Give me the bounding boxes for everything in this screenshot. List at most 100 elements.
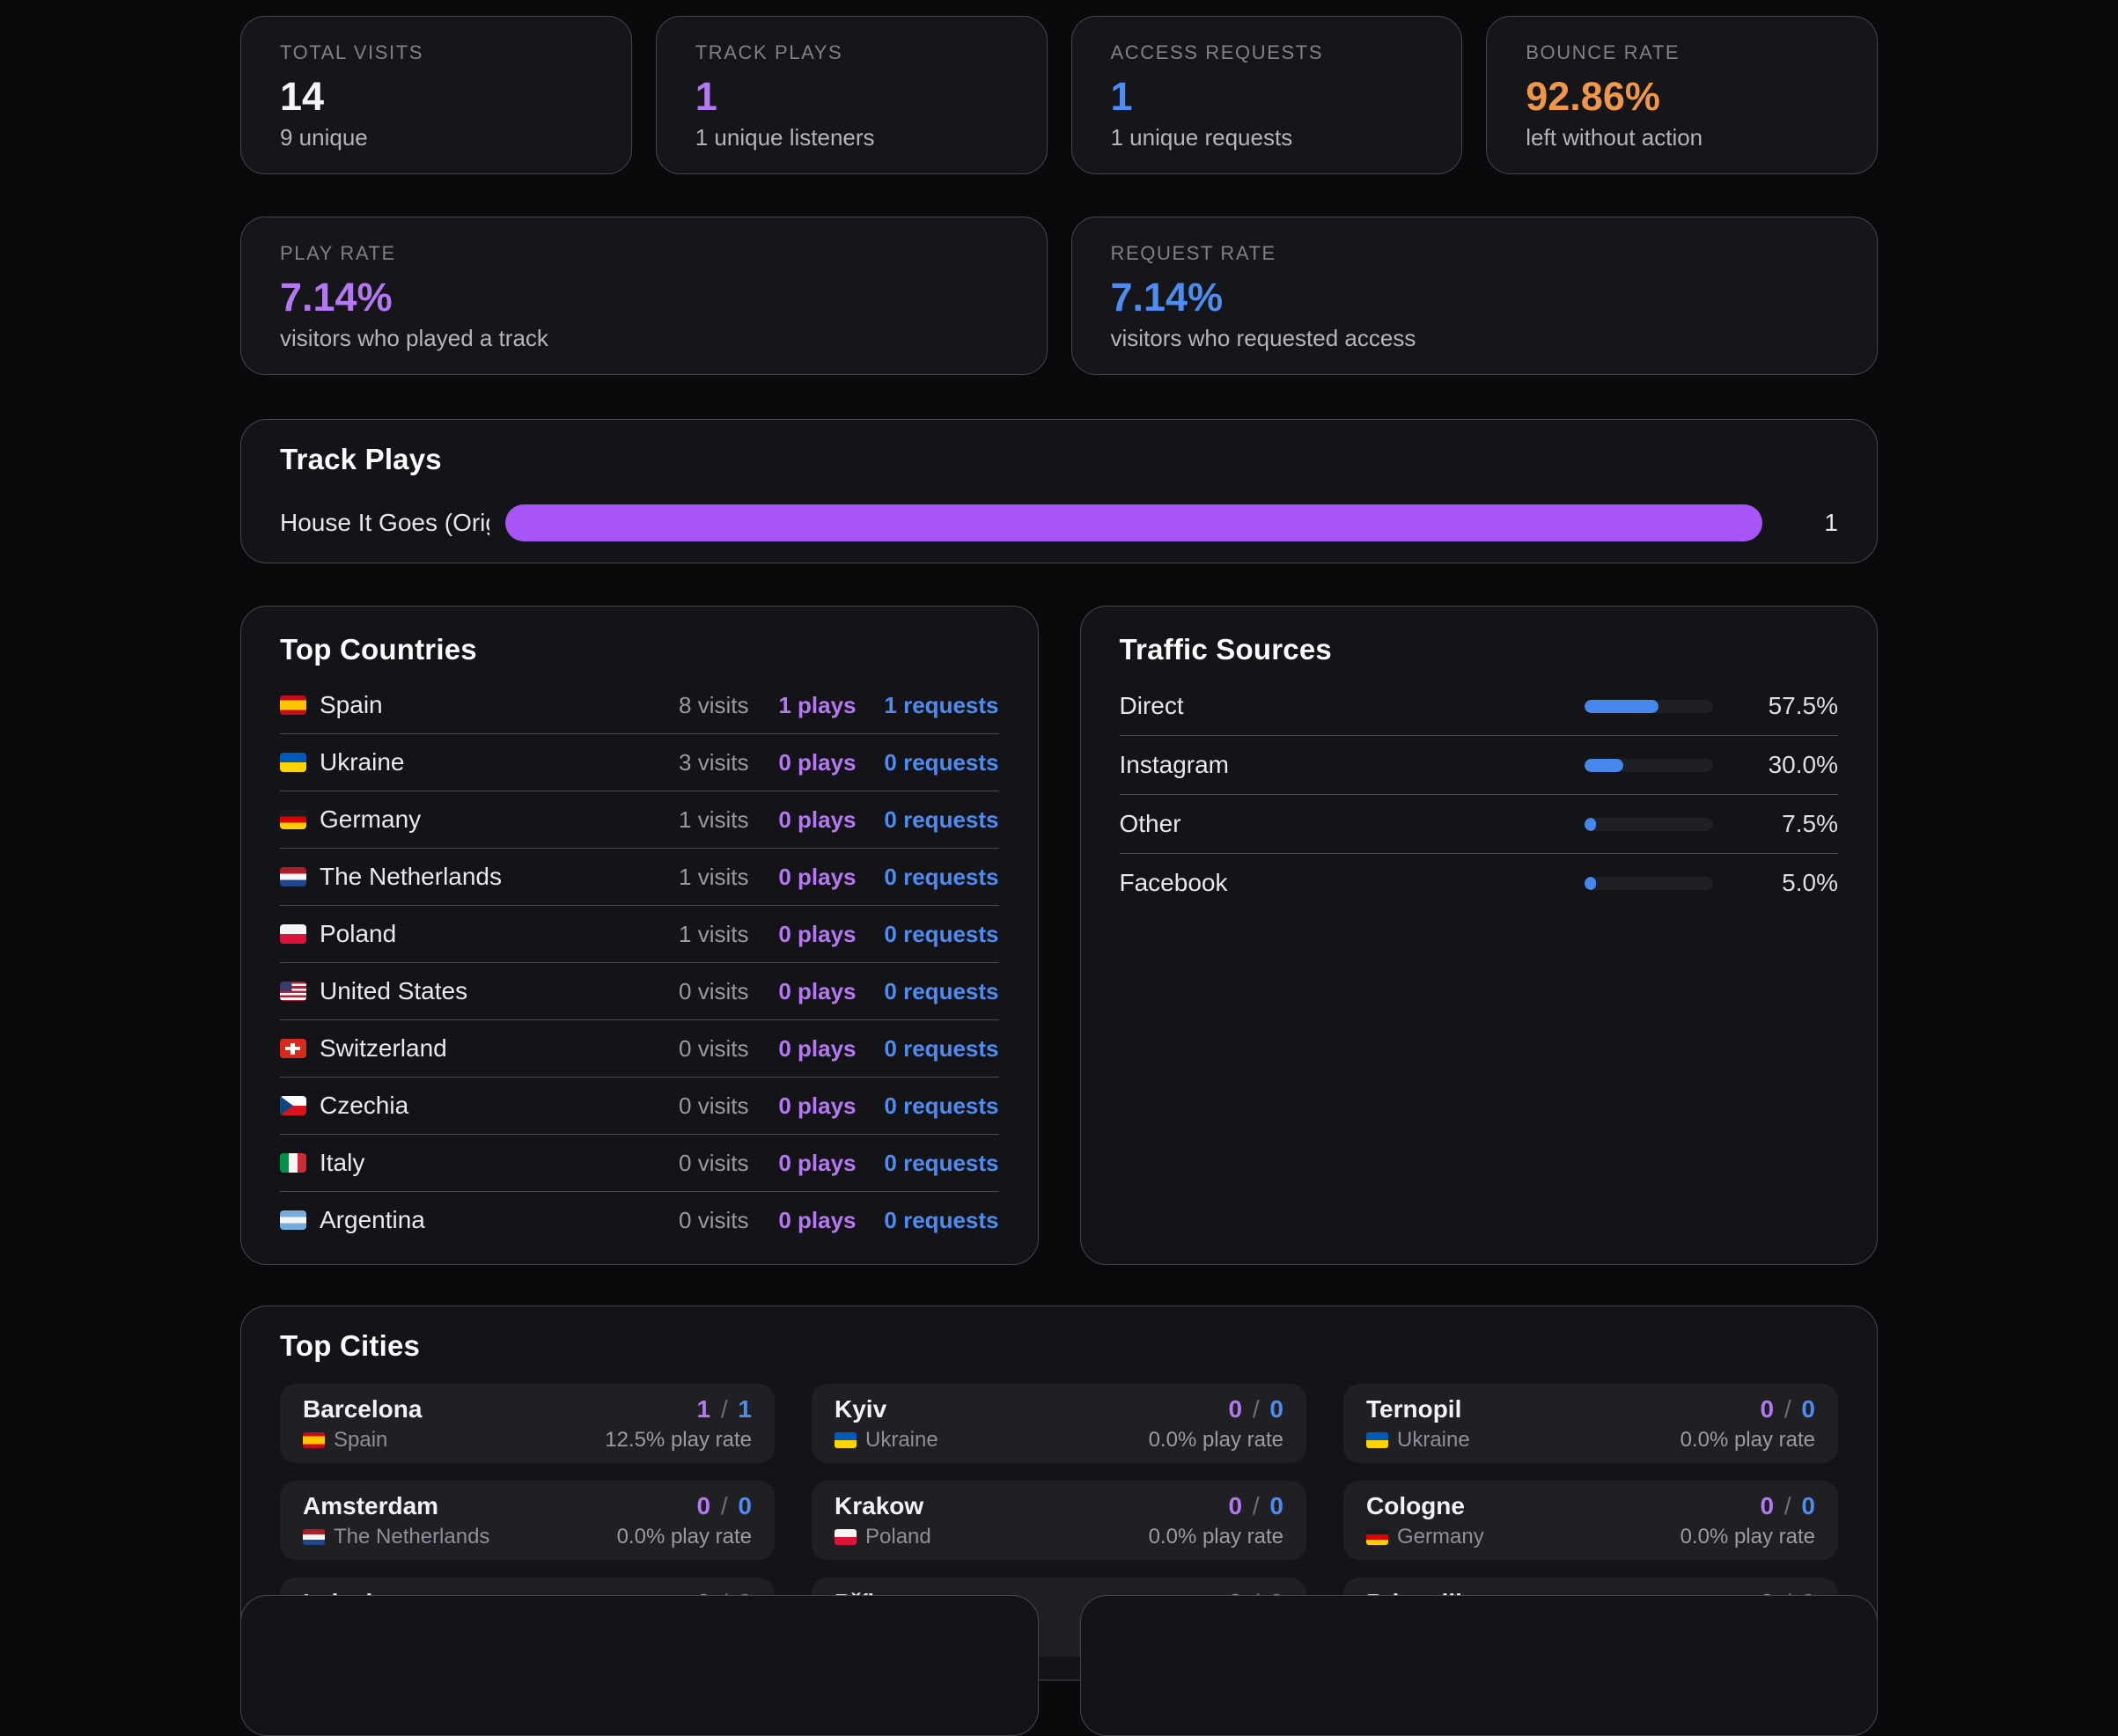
city-country-name: Spain bbox=[334, 1428, 388, 1452]
city-play-rate: 0.0% play rate bbox=[1680, 1525, 1815, 1548]
stat-card: REQUEST RATE 7.14% visitors who requeste… bbox=[1070, 217, 1878, 375]
countries-sources-row: Top Countries Spain 8 visits 1 plays 1 r… bbox=[240, 606, 1878, 1265]
bottom-right-panel bbox=[1079, 1595, 1878, 1736]
city-play-rate: 0.0% play rate bbox=[616, 1525, 752, 1548]
track-bar-fill bbox=[505, 504, 1762, 541]
countries-list: Spain 8 visits 1 plays 1 requests Ukrain… bbox=[280, 677, 999, 1248]
top-cities-title: Top Cities bbox=[280, 1329, 421, 1362]
city-requests: 0 bbox=[1269, 1492, 1283, 1519]
stat-card: TOTAL VISITS 14 9 unique bbox=[240, 16, 632, 174]
track-bar bbox=[505, 504, 1762, 541]
country-visits: 0 visits bbox=[679, 1092, 749, 1119]
country-plays: 0 plays bbox=[778, 977, 857, 1004]
country-row: Poland 1 visits 0 plays 0 requests bbox=[280, 906, 999, 963]
stat-card-value: 7.14% bbox=[1110, 275, 1224, 320]
country-plays: 1 plays bbox=[778, 691, 857, 718]
country-plays: 0 plays bbox=[778, 805, 857, 833]
country-row: Czechia 0 visits 0 plays 0 requests bbox=[280, 1078, 999, 1135]
traffic-source-row: Direct 57.5% bbox=[1119, 677, 1838, 736]
city-stats-separator: / bbox=[714, 1395, 735, 1423]
country-row: Argentina 0 visits 0 plays 0 requests bbox=[280, 1192, 999, 1248]
flag-it-icon bbox=[280, 1153, 306, 1173]
bottom-panels-row bbox=[240, 1595, 1878, 1736]
country-requests: 0 requests bbox=[884, 977, 999, 1004]
track-plays-rows: House It Goes (Origin… 1 bbox=[280, 504, 1838, 541]
source-bar-fill bbox=[1585, 817, 1596, 831]
country-plays: 0 plays bbox=[778, 1149, 857, 1176]
city-country-name: Germany bbox=[1397, 1525, 1484, 1548]
country-name: Poland bbox=[320, 920, 397, 947]
city-requests: 0 bbox=[1801, 1492, 1815, 1519]
stat-card-label: ACCESS REQUESTS bbox=[1110, 41, 1324, 63]
flag-ua-icon bbox=[280, 753, 306, 772]
stat-card-label: TOTAL VISITS bbox=[280, 41, 424, 63]
country-requests: 0 requests bbox=[884, 1206, 999, 1233]
flag-nl-icon bbox=[303, 1529, 325, 1545]
traffic-source-row: Instagram 30.0% bbox=[1119, 736, 1838, 795]
country-requests: 0 requests bbox=[884, 863, 999, 890]
stat-card-value: 92.86% bbox=[1526, 74, 1660, 119]
city-country-name: Poland bbox=[865, 1525, 931, 1548]
country-visits: 1 visits bbox=[679, 805, 749, 833]
city-name: Barcelona bbox=[303, 1395, 423, 1423]
country-visits: 0 visits bbox=[679, 977, 749, 1004]
country-requests: 1 requests bbox=[884, 691, 999, 718]
flag-es-icon bbox=[303, 1432, 325, 1448]
city-card: Amsterdam 0 / 0 The Netherlands 0.0% pla… bbox=[280, 1481, 775, 1560]
city-name: Krakow bbox=[835, 1492, 924, 1519]
country-visits: 3 visits bbox=[679, 748, 749, 776]
source-label: Other bbox=[1119, 810, 1181, 837]
country-requests: 0 requests bbox=[884, 1149, 999, 1176]
stat-card-value: 1 bbox=[695, 74, 717, 119]
stat-card-sub: 1 unique requests bbox=[1110, 124, 1293, 151]
stat-card-label: PLAY RATE bbox=[280, 242, 396, 264]
city-requests: 0 bbox=[738, 1492, 752, 1519]
stat-card-value: 14 bbox=[280, 74, 325, 119]
traffic-source-row: Other 7.5% bbox=[1119, 795, 1838, 854]
city-plays: 1 bbox=[696, 1395, 711, 1423]
country-plays: 0 plays bbox=[778, 1092, 857, 1119]
source-percentage: 7.5% bbox=[1782, 810, 1838, 837]
country-row: Switzerland 0 visits 0 plays 0 requests bbox=[280, 1020, 999, 1078]
country-name: Ukraine bbox=[320, 748, 405, 776]
city-card: Kyiv 0 / 0 Ukraine 0.0% play rate bbox=[812, 1384, 1306, 1463]
city-plays: 0 bbox=[1760, 1492, 1775, 1519]
track-plays-panel: Track Plays House It Goes (Origin… 1 bbox=[240, 419, 1878, 563]
source-percentage: 57.5% bbox=[1768, 692, 1838, 719]
flag-de-icon bbox=[280, 810, 306, 829]
flag-pl-icon bbox=[835, 1529, 857, 1545]
flag-es-icon bbox=[280, 695, 306, 715]
country-plays: 0 plays bbox=[778, 748, 857, 776]
city-card: Barcelona 1 / 1 Spain 12.5% play rate bbox=[280, 1384, 775, 1463]
city-plays: 0 bbox=[696, 1492, 711, 1519]
country-row: Germany 1 visits 0 plays 0 requests bbox=[280, 791, 999, 849]
city-country-name: The Netherlands bbox=[334, 1525, 490, 1548]
stat-card-sub: visitors who played a track bbox=[280, 325, 548, 351]
country-plays: 0 plays bbox=[778, 863, 857, 890]
country-row: Italy 0 visits 0 plays 0 requests bbox=[280, 1135, 999, 1192]
flag-cz-icon bbox=[280, 1096, 306, 1115]
city-stats-separator: / bbox=[714, 1492, 735, 1519]
stat-card-value: 7.14% bbox=[280, 275, 393, 320]
country-name: Germany bbox=[320, 805, 422, 833]
stat-card-sub: visitors who requested access bbox=[1110, 325, 1416, 351]
source-bar-fill bbox=[1585, 699, 1658, 713]
traffic-source-row: Facebook 5.0% bbox=[1120, 854, 1839, 912]
city-plays: 0 bbox=[1228, 1492, 1243, 1519]
city-requests: 0 bbox=[1269, 1395, 1283, 1423]
flag-pl-icon bbox=[280, 924, 306, 944]
bottom-left-panel bbox=[240, 1595, 1039, 1736]
track-plays-title: Track Plays bbox=[280, 443, 442, 475]
country-row: Ukraine 3 visits 0 plays 0 requests bbox=[280, 734, 999, 791]
source-bar bbox=[1585, 758, 1713, 772]
city-card: Ternopil 0 / 0 Ukraine 0.0% play rate bbox=[1343, 1384, 1838, 1463]
country-plays: 0 plays bbox=[778, 920, 857, 947]
analytics-dashboard[interactable]: TOTAL VISITS 14 9 unique TRACK PLAYS 1 1… bbox=[240, 0, 1878, 1736]
country-requests: 0 requests bbox=[884, 748, 999, 776]
country-name: The Netherlands bbox=[320, 863, 503, 890]
city-country-name: Ukraine bbox=[865, 1428, 938, 1452]
city-stats-separator: / bbox=[1777, 1492, 1798, 1519]
city-play-rate: 0.0% play rate bbox=[1148, 1525, 1283, 1548]
country-requests: 0 requests bbox=[884, 1034, 999, 1062]
traffic-sources-panel: Traffic Sources Direct 57.5% Instagram 3… bbox=[1079, 606, 1878, 1265]
